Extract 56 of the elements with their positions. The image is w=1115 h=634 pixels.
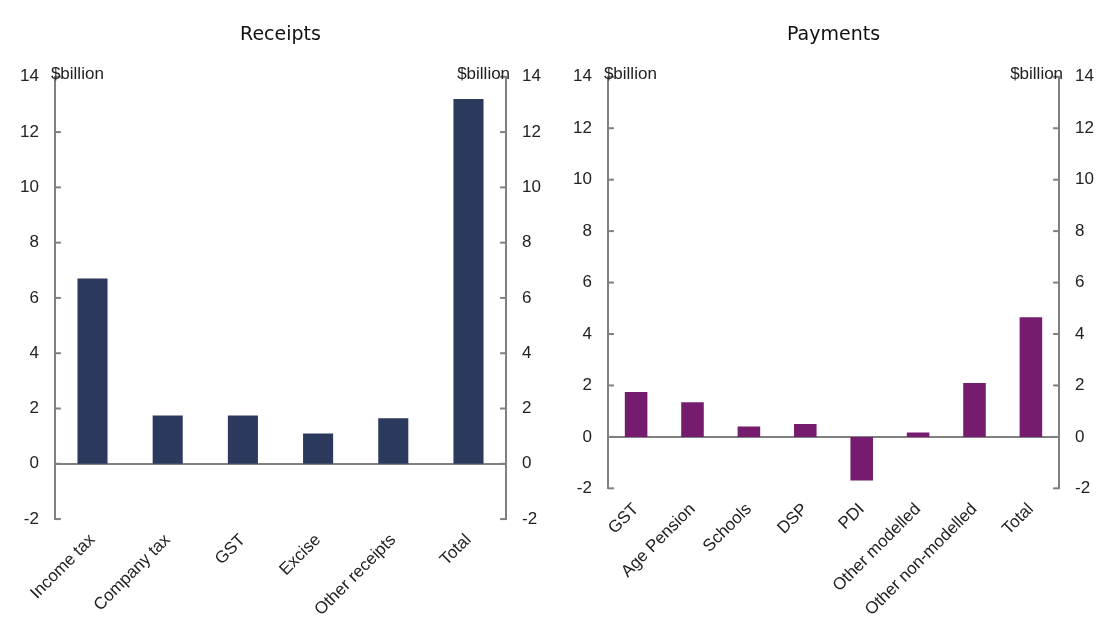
chart-title: Payments (786, 22, 881, 45)
y-tick-label: 2 (29, 398, 39, 418)
bar (453, 98, 484, 464)
bar (77, 278, 108, 464)
bar (378, 418, 409, 464)
y2-tick-label: 14 (1075, 66, 1095, 86)
y2-tick-label: 4 (1075, 323, 1085, 343)
x-tick-label: PDI (834, 499, 868, 533)
y-tick-label: -2 (23, 508, 39, 528)
y-tick-label: 0 (582, 426, 592, 446)
y2-tick-label: -2 (522, 508, 538, 528)
y-tick-label: 4 (29, 342, 39, 362)
bar (1019, 317, 1043, 437)
y2-tick-label: 8 (522, 232, 532, 252)
y-tick-label: 10 (572, 169, 592, 189)
y2-tick-label: -2 (1075, 478, 1091, 498)
y-axis-title: $billion (50, 63, 104, 83)
bar (794, 424, 817, 437)
y2-tick-label: 0 (522, 453, 532, 473)
y-tick-label: 8 (29, 232, 39, 252)
y2-tick-label: 10 (522, 177, 542, 197)
y-tick-label: 12 (19, 121, 39, 141)
y2-tick-label: 8 (1075, 220, 1085, 240)
bar (152, 415, 183, 464)
y2-axis-title: $billion (1010, 63, 1064, 83)
y2-tick-label: 0 (1075, 426, 1085, 446)
y-tick-label: 14 (19, 66, 39, 86)
bar (624, 391, 648, 437)
bar (737, 426, 761, 437)
y-tick-label: 0 (29, 453, 39, 473)
y2-tick-label: 6 (522, 287, 532, 307)
y2-tick-label: 14 (522, 66, 542, 86)
bar (303, 433, 334, 464)
y2-tick-label: 10 (1075, 169, 1095, 189)
bar (681, 402, 704, 437)
y-tick-label: 12 (572, 117, 592, 137)
y-tick-label: 14 (572, 66, 592, 86)
y2-tick-label: 12 (1075, 117, 1095, 137)
y2-tick-label: 12 (522, 121, 542, 141)
y-tick-label: 4 (582, 323, 592, 343)
y-tick-label: 6 (29, 287, 39, 307)
y-tick-label: 2 (582, 375, 592, 395)
y-tick-label: 8 (582, 220, 592, 240)
y2-tick-label: 4 (522, 342, 532, 362)
y2-tick-label: 6 (1075, 272, 1085, 292)
bar (963, 382, 986, 437)
y2-tick-label: 2 (522, 398, 532, 418)
y2-tick-label: 2 (1075, 375, 1085, 395)
y-axis-title: $billion (603, 63, 657, 83)
y-tick-label: 10 (19, 177, 39, 197)
y2-axis-title: $billion (457, 63, 511, 83)
bar (850, 436, 873, 481)
y-tick-label: -2 (576, 478, 592, 498)
bar (227, 415, 258, 464)
chart-title: Receipts (240, 22, 321, 45)
y-tick-label: 6 (582, 272, 592, 292)
